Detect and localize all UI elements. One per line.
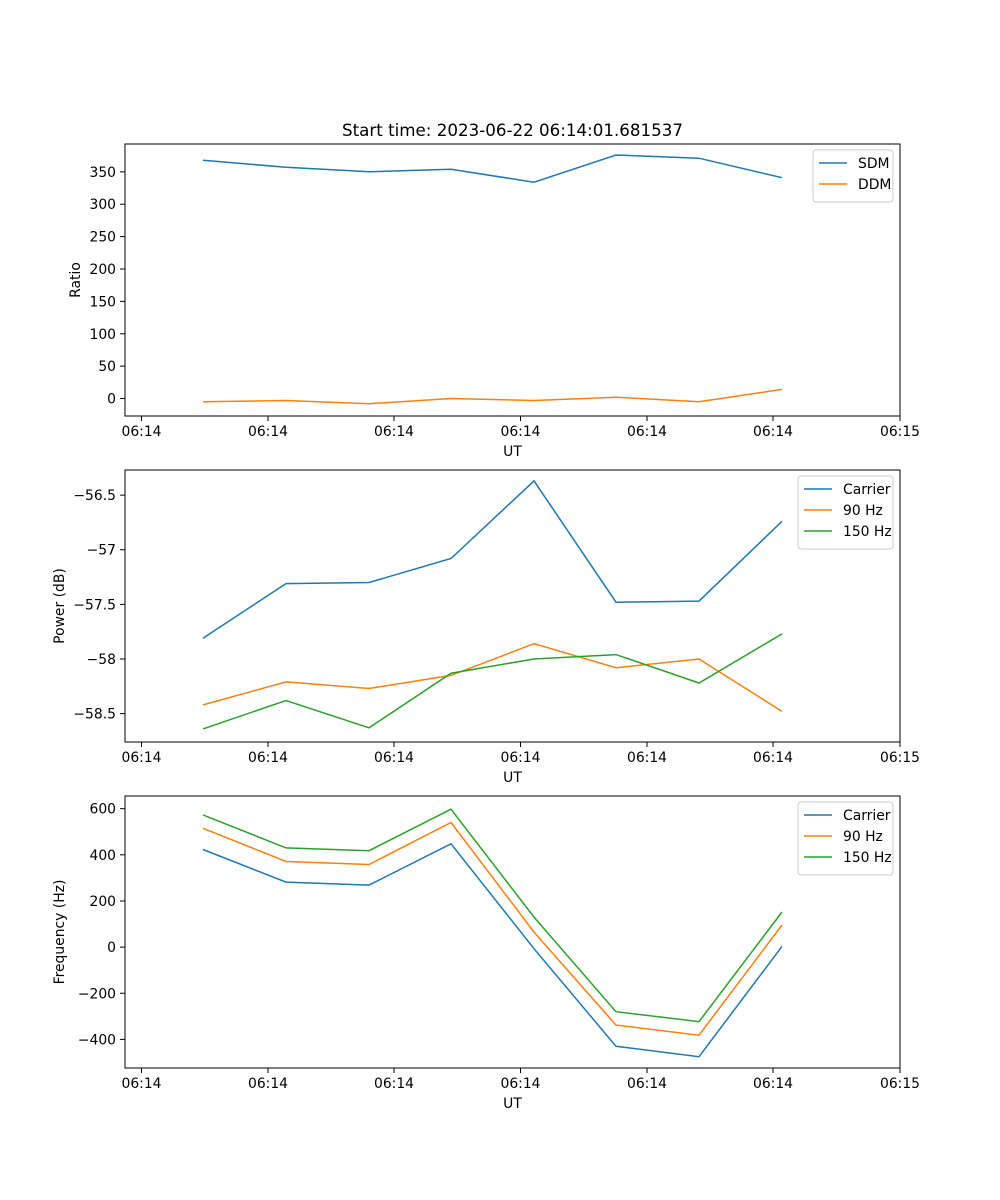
- x-tick-label: 06:14: [500, 424, 540, 440]
- x-tick-label: 06:14: [627, 1076, 667, 1092]
- series-line-carrier: [202, 479, 783, 639]
- power-plot-frame: [124, 469, 901, 743]
- y-tick-label: 400: [89, 848, 116, 864]
- x-tick-label: 06:14: [753, 424, 793, 440]
- y-tick-label: −200: [78, 986, 116, 1002]
- legend-entry: DDM: [858, 177, 891, 193]
- ratio-panel: 06:14 06:14 06:14 06:14 06:14 06:14 06:15 0 50 10…: [68, 143, 920, 460]
- x-tick-label: 06:14: [374, 1076, 414, 1092]
- power-panel: 06:14 06:14 06:14 06:14 06:14 06:14 06:15 −56.5…: [52, 469, 920, 786]
- frequency-x-axis-label: UT: [503, 1096, 522, 1112]
- frequency-panel: 06:14 06:14 06:14 06:14 06:14 06:14 06:15 600 40…: [52, 795, 920, 1112]
- x-tick-label: 06:14: [627, 750, 667, 766]
- y-tick-label: 0: [107, 392, 116, 408]
- series-line-sdm: [202, 154, 783, 183]
- y-tick-label: 150: [89, 294, 116, 310]
- figure-title: Start time: 2023-06-22 06:14:01.681537: [342, 120, 683, 140]
- y-tick-label: −58.5: [73, 707, 116, 723]
- x-tick-label: 06:15: [880, 424, 920, 440]
- y-tick-label: 600: [89, 802, 116, 818]
- x-tick-label: 06:14: [753, 1076, 793, 1092]
- x-tick-label: 06:14: [374, 750, 414, 766]
- ratio-plot-frame: [124, 143, 901, 417]
- y-tick-label: 200: [89, 894, 116, 910]
- x-tick-label: 06:14: [374, 424, 414, 440]
- y-tick-label: 0: [107, 940, 116, 956]
- legend-entry: 150 Hz: [843, 850, 892, 866]
- legend-entry: Carrier: [843, 808, 891, 824]
- series-line-150-hz: [202, 808, 783, 1023]
- y-tick-label: −57: [87, 543, 116, 559]
- x-tick-label: 06:15: [880, 750, 920, 766]
- x-tick-label: 06:14: [753, 750, 793, 766]
- x-tick-label: 06:14: [121, 424, 161, 440]
- legend-entry: Carrier: [843, 482, 891, 498]
- legend-entry: 90 Hz: [843, 503, 883, 519]
- x-tick-label: 06:14: [121, 750, 161, 766]
- y-tick-label: −57.5: [73, 597, 116, 613]
- y-tick-label: 100: [89, 327, 116, 343]
- x-tick-label: 06:14: [248, 424, 288, 440]
- y-tick-label: −400: [78, 1032, 116, 1048]
- ratio-y-axis-label: Ratio: [68, 262, 84, 298]
- legend-entry: 90 Hz: [843, 829, 883, 845]
- power-x-axis-label: UT: [503, 770, 522, 786]
- legend-entry: 150 Hz: [843, 524, 892, 540]
- frequency-plot-frame: [124, 795, 901, 1069]
- frequency-y-axis-label: Frequency (Hz): [52, 880, 68, 985]
- y-tick-label: 200: [89, 262, 116, 278]
- y-tick-label: −56.5: [73, 488, 116, 504]
- y-tick-label: 50: [98, 359, 116, 375]
- series-line-carrier: [202, 842, 783, 1058]
- legend-entry: SDM: [858, 156, 890, 172]
- x-tick-label: 06:14: [627, 424, 667, 440]
- x-tick-label: 06:14: [248, 750, 288, 766]
- series-line-90-hz: [202, 821, 783, 1036]
- x-tick-label: 06:14: [248, 1076, 288, 1092]
- y-tick-label: 300: [89, 197, 116, 213]
- x-tick-label: 06:14: [500, 750, 540, 766]
- series-line-90-hz: [202, 642, 783, 713]
- series-line-ddm: [202, 388, 783, 405]
- series-line-150-hz: [202, 633, 783, 730]
- y-tick-label: 350: [89, 165, 116, 181]
- ratio-x-axis-label: UT: [503, 444, 522, 460]
- y-tick-label: 250: [89, 230, 116, 246]
- x-tick-label: 06:14: [121, 1076, 161, 1092]
- x-tick-label: 06:14: [500, 1076, 540, 1092]
- y-tick-label: −58: [87, 652, 116, 668]
- power-y-axis-label: Power (dB): [52, 568, 68, 644]
- x-tick-label: 06:15: [880, 1076, 920, 1092]
